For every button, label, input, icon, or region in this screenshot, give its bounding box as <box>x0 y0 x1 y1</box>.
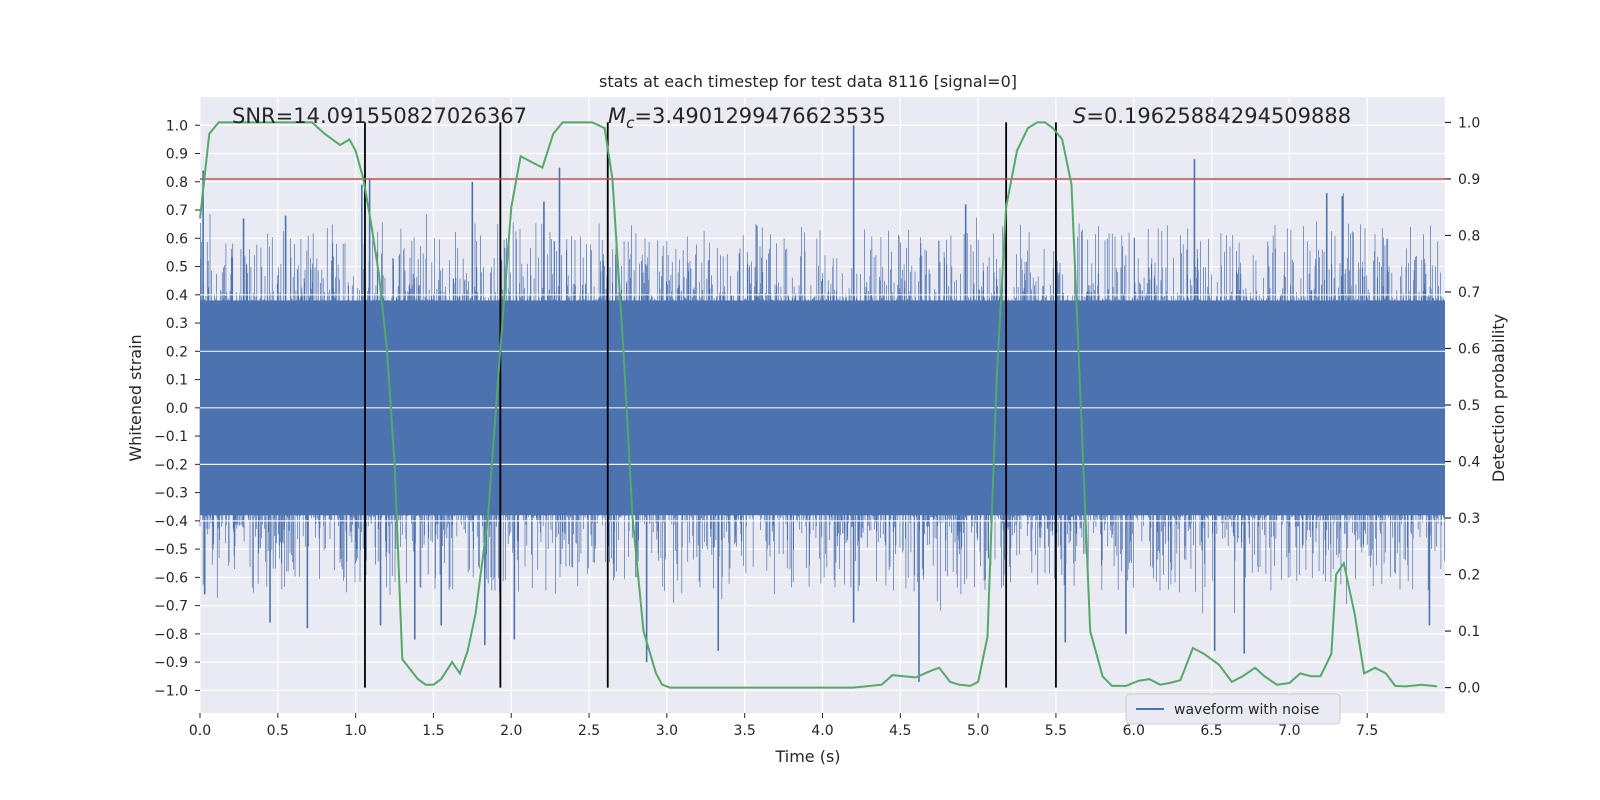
x-tick-label: 3.0 <box>656 723 678 739</box>
x-tick-label: 4.5 <box>889 723 911 739</box>
y-tick-label: 0.9 <box>166 147 188 163</box>
x-tick-label: 7.0 <box>1278 723 1300 739</box>
y-tick-label: 0.6 <box>166 231 188 247</box>
y2-tick-label: 0.1 <box>1458 624 1480 640</box>
detection-probability-line <box>199 121 1438 689</box>
y-tick-label: −0.8 <box>154 627 188 643</box>
y-tick-label: −0.6 <box>154 570 188 586</box>
legend-box <box>1125 693 1341 725</box>
y-tick-label: −0.1 <box>154 429 188 445</box>
y2-tick-label: 1.0 <box>1458 115 1480 131</box>
y2-axis-label: Detection probability <box>1489 314 1508 482</box>
x-tick-label: 0.0 <box>189 723 211 739</box>
x-tick-label: 3.5 <box>734 723 756 739</box>
y2-tick-label: 0.2 <box>1458 568 1480 584</box>
y-tick-label: −0.5 <box>154 542 188 558</box>
y-tick-label: 0.5 <box>166 260 188 276</box>
y2-tick-label: 0.0 <box>1458 681 1480 697</box>
y2-tick-label: 0.5 <box>1458 398 1480 414</box>
y2-tick-label: 0.7 <box>1458 285 1480 301</box>
y2-tick-label: 0.6 <box>1458 341 1480 357</box>
x-tick-label: 2.0 <box>500 723 522 739</box>
x-tick-label: 0.5 <box>267 723 289 739</box>
y2-axis-ticks: 0.0 0.1 0.2 0.3 0.4 0.5 0.6 0.7 0.8 0.9 1.0 <box>1445 115 1480 697</box>
legend-label-waveform: waveform with noise <box>1174 702 1319 718</box>
x-tick-label: 4.0 <box>811 723 833 739</box>
y2-tick-label: 0.3 <box>1458 511 1480 527</box>
x-tick-label: 1.0 <box>344 723 366 739</box>
y2-tick-label: 0.9 <box>1458 172 1480 188</box>
y-tick-label: 0.1 <box>166 373 188 389</box>
y-tick-label: 0.4 <box>166 288 188 304</box>
snr-annotation: SNR=14.091550827026367 <box>232 104 527 128</box>
y2-tick-label: 0.8 <box>1458 228 1480 244</box>
detection-probability-series <box>199 121 1438 689</box>
y-tick-label: −0.4 <box>154 514 188 530</box>
s-annotation: S=0.19625884294509888 <box>1073 104 1351 128</box>
y-axis-ticks: −1.0 −0.9 −0.8 −0.7 −0.6 −0.5 −0.4 −0.3 −0.2 −0.1… <box>154 118 200 699</box>
y2-tick-label: 0.4 <box>1458 455 1480 471</box>
legend: waveform with noise <box>1125 693 1341 725</box>
x-tick-label: 5.5 <box>1045 723 1067 739</box>
y-tick-label: −1.0 <box>154 683 188 699</box>
x-tick-label: 1.5 <box>422 723 444 739</box>
y-tick-label: 0.7 <box>166 203 188 219</box>
waveform-with-noise-series <box>199 125 1445 682</box>
y-tick-label: 0.2 <box>166 344 188 360</box>
y-tick-label: 0.8 <box>166 175 188 191</box>
x-tick-label: 6.0 <box>1123 723 1145 739</box>
y-tick-label: −0.7 <box>154 599 188 615</box>
x-axis-label: Time (s) <box>774 747 840 766</box>
y-tick-label: −0.3 <box>154 486 188 502</box>
y-axis-label: Whitened strain <box>126 334 145 461</box>
x-tick-label: 2.5 <box>578 723 600 739</box>
x-tick-label: 6.5 <box>1200 723 1222 739</box>
y-tick-label: 0.3 <box>166 316 188 332</box>
x-tick-label: 5.0 <box>967 723 989 739</box>
chart-title: stats at each timestep for test data 811… <box>599 72 1017 91</box>
y-tick-label: −0.2 <box>154 457 188 473</box>
y-tick-label: 0.0 <box>166 401 188 417</box>
y-tick-label: −0.9 <box>154 655 188 671</box>
y-tick-label: 1.0 <box>166 118 188 134</box>
x-axis-ticks: 0.0 0.5 1.0 1.5 2.0 2.5 3.0 3.5 4.0 4.5 5.0 5.5 6.0 6… <box>189 713 1378 739</box>
x-tick-label: 7.5 <box>1356 723 1378 739</box>
chirp-mass-annotation: Mc=3.4901299476623535 <box>608 104 886 132</box>
